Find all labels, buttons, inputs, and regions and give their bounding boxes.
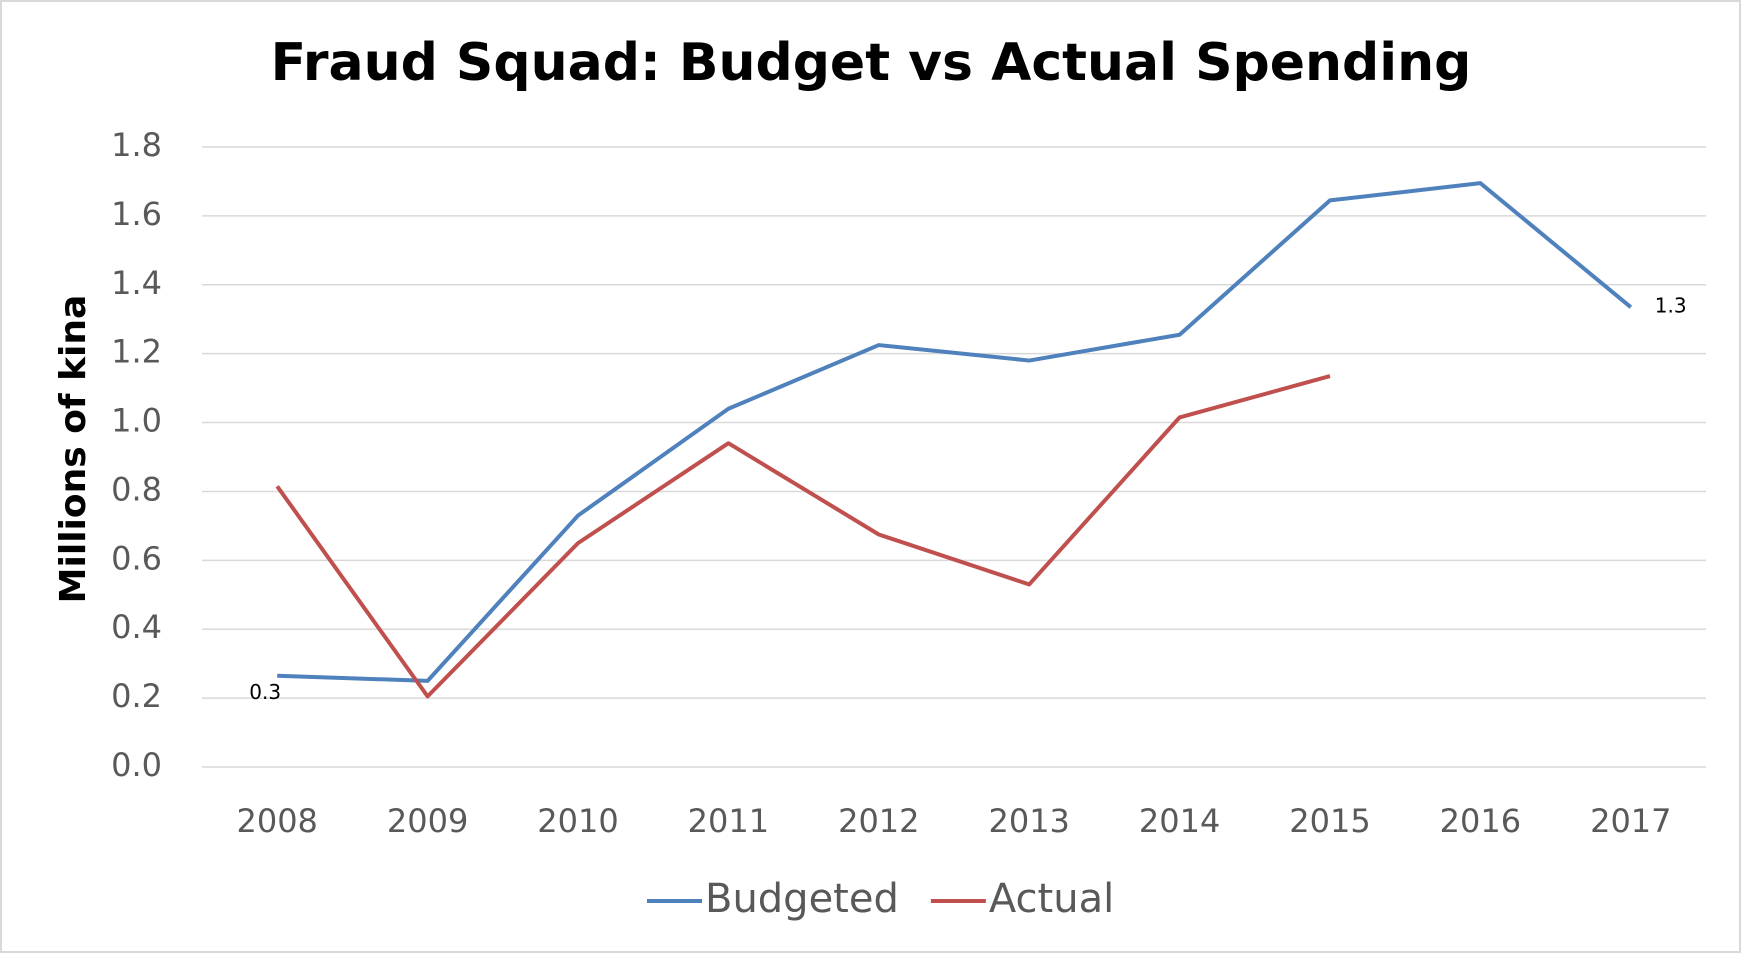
x-tick-label: 2015 [1289, 802, 1370, 840]
y-tick-label: 0.4 [111, 608, 162, 646]
x-tick-label: 2009 [387, 802, 468, 840]
y-tick-label: 0.6 [111, 539, 162, 577]
y-tick-label: 1.2 [111, 333, 162, 371]
x-tick-label: 2016 [1440, 802, 1521, 840]
y-tick-label: 0.8 [111, 470, 162, 508]
legend-label: Actual [989, 876, 1114, 922]
y-tick-label: 1.4 [111, 264, 162, 302]
y-tick-label: 0.2 [111, 677, 162, 715]
series-line [277, 181, 1633, 683]
x-tick-label: 2011 [688, 802, 769, 840]
series-line [275, 374, 1331, 699]
data-label: 1.3 [1655, 294, 1687, 318]
x-tick-label: 2008 [236, 802, 317, 840]
legend-label: Budgeted [705, 876, 899, 922]
x-tick-label: 2010 [537, 802, 618, 840]
y-tick-label: 1.0 [111, 402, 162, 440]
x-tick-label: 2014 [1139, 802, 1220, 840]
x-tick-label: 2017 [1590, 802, 1671, 840]
x-tick-label: 2012 [838, 802, 919, 840]
x-tick-label: 2013 [988, 802, 1069, 840]
y-tick-label: 0.0 [111, 746, 162, 784]
data-label: 0.3 [249, 680, 281, 704]
y-tick-label: 1.8 [111, 126, 162, 164]
chart-title: Fraud Squad: Budget vs Actual Spending [271, 33, 1472, 93]
y-tick-label: 1.6 [111, 195, 162, 233]
y-axis-label: Millions of kina [53, 295, 94, 604]
